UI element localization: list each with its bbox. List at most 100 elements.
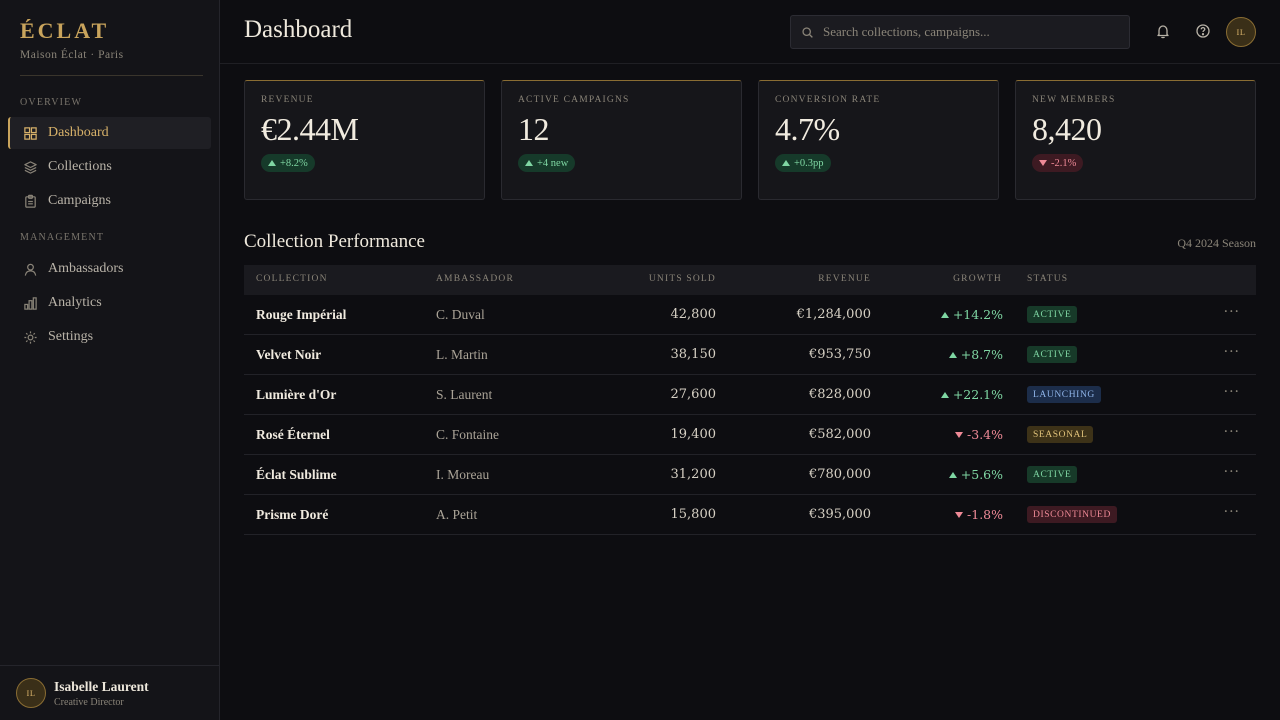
- kpi-value: €2.44M: [261, 111, 359, 147]
- units-sold: 42,800: [670, 307, 717, 322]
- table-row[interactable]: Lumière d'Or S. Laurent 27,600 €828,000 +22.…: [244, 375, 1256, 415]
- kpi-delta: +4 new: [537, 157, 569, 169]
- sidebar-item-dashboard[interactable]: Dashboard: [8, 117, 211, 149]
- kpi-card-revenue: REVENUE €2.44M +8.2%: [244, 80, 485, 200]
- revenue-value: €828,000: [808, 387, 871, 402]
- growth-text: -3.4%: [967, 427, 1003, 442]
- user-name: Isabelle Laurent: [54, 678, 149, 694]
- revenue-value: €780,000: [808, 467, 871, 482]
- divider: [20, 75, 203, 76]
- search-box[interactable]: [790, 15, 1130, 49]
- arrow-up-icon: [940, 391, 949, 398]
- sidebar-item-label: Campaigns: [48, 193, 111, 208]
- kpi-label: NEW MEMBERS: [1032, 95, 1116, 105]
- grid-icon: [22, 125, 38, 141]
- arrow-down-icon: [1039, 160, 1047, 166]
- sidebar-item-ambassadors[interactable]: Ambassadors: [8, 253, 211, 285]
- growth-value: +14.2%: [940, 307, 1003, 322]
- sidebar-item-campaigns[interactable]: Campaigns: [8, 185, 211, 217]
- more-icon[interactable]: ···: [1223, 344, 1240, 360]
- column-header-status[interactable]: STATUS: [1027, 274, 1069, 284]
- table-row[interactable]: Rosé Éternel C. Fontaine 19,400 €582,000 -3.…: [244, 415, 1256, 455]
- brand-logo[interactable]: ÉCLAT: [20, 18, 110, 43]
- column-header-ambassador[interactable]: AMBASSADOR: [436, 274, 514, 284]
- kpi-value: 8,420: [1032, 111, 1102, 147]
- collection-name[interactable]: Éclat Sublime: [256, 467, 337, 482]
- brand: ÉCLAT Maison Éclat · Paris: [20, 18, 124, 61]
- column-header-revenue[interactable]: REVENUE: [818, 274, 871, 284]
- kpi-label: CONVERSION RATE: [775, 95, 881, 105]
- sidebar-item-label: Ambassadors: [48, 261, 124, 276]
- arrow-down-icon: [955, 431, 964, 438]
- section-management: MANAGEMENT: [20, 232, 105, 243]
- kpi-delta-badge: -2.1%: [1032, 154, 1084, 172]
- page-title: Dashboard: [244, 16, 353, 43]
- status-badge: LAUNCHING: [1027, 386, 1101, 403]
- user-profile[interactable]: IL Isabelle Laurent Creative Director: [0, 665, 219, 720]
- more-icon[interactable]: ···: [1223, 504, 1240, 520]
- more-icon[interactable]: ···: [1223, 464, 1240, 480]
- sidebar-item-label: Collections: [48, 159, 112, 174]
- user-info: Isabelle Laurent Creative Director: [54, 679, 149, 708]
- more-icon[interactable]: ···: [1223, 304, 1240, 320]
- ambassador-name: C. Duval: [436, 307, 485, 322]
- kpi-delta-badge: +8.2%: [261, 154, 315, 172]
- collection-name[interactable]: Lumière d'Or: [256, 387, 337, 402]
- column-header-units[interactable]: UNITS SOLD: [648, 274, 716, 284]
- status-badge: DISCONTINUED: [1027, 506, 1117, 523]
- user-icon: [22, 261, 38, 277]
- collection-name[interactable]: Prisme Doré: [256, 507, 329, 522]
- more-icon[interactable]: ···: [1223, 384, 1240, 400]
- search-icon: [801, 26, 823, 39]
- status-badge: ACTIVE: [1027, 466, 1078, 483]
- arrow-up-icon: [525, 160, 533, 166]
- status-badge: ACTIVE: [1027, 306, 1078, 323]
- table-header: COLLECTION AMBASSADOR UNITS SOLD REVENUE…: [244, 265, 1256, 295]
- kpi-card-conversion: CONVERSION RATE 4.7% +0.3pp: [758, 80, 999, 200]
- units-sold: 19,400: [670, 427, 717, 442]
- ambassador-name: I. Moreau: [436, 467, 490, 482]
- sidebar-item-settings[interactable]: Settings: [8, 321, 211, 353]
- collection-name[interactable]: Rouge Impérial: [256, 307, 347, 322]
- ambassador-name: C. Fontaine: [436, 427, 499, 442]
- kpi-label: ACTIVE CAMPAIGNS: [518, 95, 630, 105]
- more-icon[interactable]: ···: [1223, 424, 1240, 440]
- column-header-growth[interactable]: GROWTH: [953, 274, 1002, 284]
- sidebar-item-label: Settings: [48, 329, 94, 344]
- gear-icon: [22, 329, 38, 345]
- status-badge: ACTIVE: [1027, 346, 1078, 363]
- ambassador-name: S. Laurent: [436, 387, 493, 402]
- search-input[interactable]: [823, 24, 1113, 40]
- sidebar-item-collections[interactable]: Collections: [8, 151, 211, 183]
- arrow-up-icon: [268, 160, 276, 166]
- growth-text: +22.1%: [952, 387, 1003, 402]
- section-title: Collection Performance: [244, 231, 425, 252]
- growth-text: +5.6%: [960, 467, 1003, 482]
- growth-value: +5.6%: [948, 467, 1003, 482]
- growth-value: -1.8%: [955, 507, 1003, 522]
- kpi-delta-badge: +4 new: [518, 154, 576, 172]
- brand-subtitle: Maison Éclat · Paris: [20, 49, 124, 61]
- kpi-delta: +8.2%: [280, 157, 308, 169]
- topbar: Dashboard IL: [220, 0, 1280, 64]
- table-row[interactable]: Rouge Impérial C. Duval 42,800 €1,284,000 +1…: [244, 295, 1256, 335]
- kpi-delta: +0.3pp: [794, 157, 824, 169]
- table-row[interactable]: Prisme Doré A. Petit 15,800 €395,000 -1.8% DI…: [244, 495, 1256, 535]
- collection-name[interactable]: Velvet Noir: [256, 347, 322, 362]
- kpi-card-campaigns: ACTIVE CAMPAIGNS 12 +4 new: [501, 80, 742, 200]
- help-icon[interactable]: [1194, 22, 1212, 40]
- growth-text: +14.2%: [952, 307, 1003, 322]
- arrow-up-icon: [782, 160, 790, 166]
- bell-icon[interactable]: [1154, 22, 1172, 40]
- user-role: Creative Director: [54, 696, 124, 708]
- profile-avatar[interactable]: IL: [1226, 17, 1256, 47]
- section-overview: OVERVIEW: [20, 97, 83, 108]
- arrow-up-icon: [948, 351, 957, 358]
- growth-value: +8.7%: [948, 347, 1003, 362]
- collection-name[interactable]: Rosé Éternel: [256, 427, 330, 442]
- column-header-collection[interactable]: COLLECTION: [256, 274, 328, 284]
- units-sold: 38,150: [670, 347, 717, 362]
- table-row[interactable]: Velvet Noir L. Martin 38,150 €953,750 +8.7% A…: [244, 335, 1256, 375]
- table-row[interactable]: Éclat Sublime I. Moreau 31,200 €780,000 +5.6…: [244, 455, 1256, 495]
- sidebar-item-analytics[interactable]: Analytics: [8, 287, 211, 319]
